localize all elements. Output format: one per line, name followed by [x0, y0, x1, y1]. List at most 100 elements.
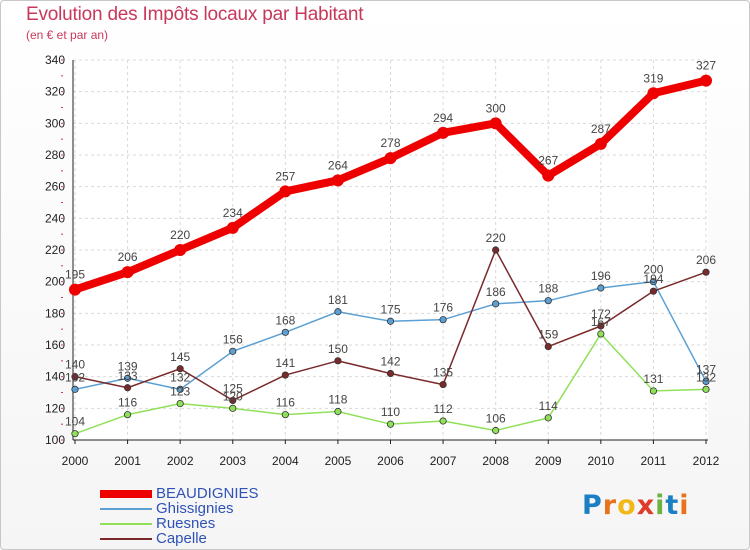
data-point: [649, 287, 658, 295]
data-label: 234: [223, 206, 243, 220]
x-tick-label: 2008: [482, 454, 509, 468]
x-tick-label: 2009: [535, 454, 562, 468]
data-point: [597, 284, 605, 292]
data-label: 140: [65, 358, 85, 372]
x-tick-label: 2004: [272, 454, 299, 468]
data-point: [331, 174, 344, 187]
data-point: [492, 300, 500, 308]
data-point: [229, 396, 237, 405]
data-label: 123: [170, 385, 190, 399]
data-label: 132: [65, 370, 85, 384]
y-tick-label: 220: [45, 243, 65, 257]
data-point: [544, 414, 552, 422]
data-point: [542, 169, 555, 182]
legend-label: BEAUDIGNIES: [156, 485, 259, 502]
data-point: [386, 420, 395, 428]
data-label: 145: [170, 350, 190, 364]
data-point: [281, 371, 289, 379]
x-tick-label: 2002: [167, 454, 194, 468]
data-label: 132: [696, 370, 716, 384]
data-label: 188: [538, 282, 558, 296]
data-point: [702, 385, 710, 393]
y-tick-label: 180: [45, 306, 65, 320]
data-point: [69, 283, 81, 296]
y-tick-label: 280: [45, 148, 65, 162]
y-tick-label: 100: [45, 433, 65, 447]
data-point: [649, 387, 658, 395]
data-label: 186: [486, 285, 506, 299]
data-point: [334, 308, 342, 316]
chart-subtitle: (en € et par an): [26, 28, 109, 42]
data-label: 141: [275, 356, 295, 370]
legend-swatch: [100, 489, 152, 498]
data-label: 206: [696, 253, 716, 267]
data-label: 168: [275, 313, 295, 327]
data-point: [279, 185, 292, 198]
data-label: 300: [486, 101, 506, 115]
data-label: 120: [223, 389, 243, 403]
data-point: [492, 426, 500, 435]
data-point: [386, 317, 395, 325]
data-point: [439, 316, 447, 324]
logo-letter: o: [617, 490, 637, 521]
data-label: 125: [223, 381, 243, 395]
x-tick-label: 2006: [377, 454, 404, 468]
data-label: 181: [328, 293, 348, 307]
y-tick-label: 120: [45, 401, 65, 415]
data-label: 172: [591, 307, 611, 321]
legend-swatch: [100, 507, 152, 510]
data-label: 327: [696, 59, 716, 73]
x-tick-label: 2010: [587, 454, 614, 468]
x-tick-label: 2005: [325, 454, 352, 468]
x-tick-label: 2003: [219, 454, 246, 468]
y-tick-label: 300: [45, 116, 65, 130]
data-point: [281, 328, 289, 336]
x-tick-label: 2000: [62, 454, 89, 468]
logo-letter: r: [602, 490, 618, 521]
data-point: [437, 126, 450, 139]
logo-letter: t: [665, 490, 680, 521]
data-point: [492, 246, 500, 254]
data-label: 131: [643, 372, 663, 386]
data-label: 287: [591, 122, 611, 136]
y-tick-label: 140: [45, 370, 65, 384]
data-label: 139: [118, 359, 138, 373]
data-label: 220: [170, 228, 190, 242]
data-label: 135: [433, 366, 453, 380]
data-label: 116: [118, 396, 137, 410]
data-point: [226, 221, 239, 234]
data-point: [176, 399, 184, 408]
data-label: 156: [223, 332, 243, 346]
data-label: 132: [170, 370, 190, 384]
data-label: 267: [538, 154, 558, 168]
data-point: [334, 357, 342, 365]
data-point: [386, 369, 395, 378]
data-point: [174, 244, 187, 256]
x-tick-label: 2007: [430, 454, 457, 468]
x-tick-label: 2011: [641, 454, 667, 468]
y-tick-label: 200: [45, 275, 65, 289]
data-point: [229, 404, 237, 412]
data-point: [700, 74, 712, 87]
data-label: 264: [328, 158, 348, 172]
legend-label: Ghissignies: [156, 500, 234, 517]
data-label: 167: [591, 315, 611, 329]
data-point: [489, 117, 502, 130]
data-label: 196: [591, 269, 611, 283]
data-point: [594, 137, 607, 150]
data-label: 137: [696, 362, 716, 376]
data-label: 159: [538, 328, 558, 342]
logo-letter: x: [636, 490, 656, 521]
legend-swatch: [100, 537, 152, 540]
data-label: 175: [380, 302, 400, 316]
data-label: 142: [380, 355, 400, 369]
data-label: 278: [380, 136, 400, 150]
data-label: 294: [433, 111, 453, 125]
data-label: 150: [328, 342, 348, 356]
data-point: [384, 152, 397, 165]
legend-swatch: [100, 522, 152, 525]
data-point: [597, 330, 605, 338]
data-label: 106: [486, 412, 506, 426]
logo-letter: P: [582, 490, 603, 521]
